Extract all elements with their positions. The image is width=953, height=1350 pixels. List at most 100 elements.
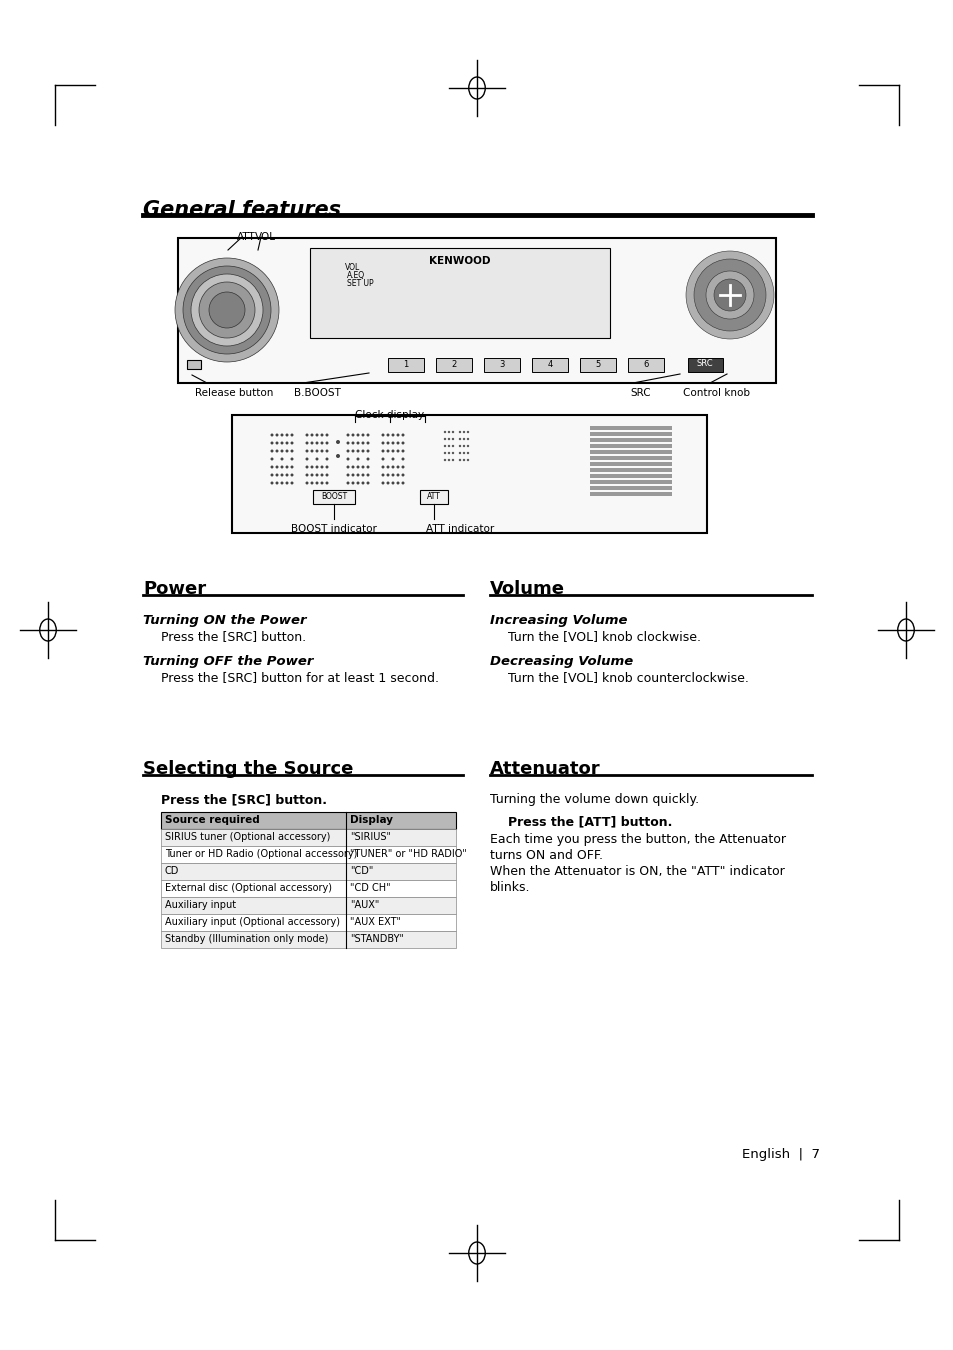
Circle shape [366, 450, 369, 452]
Circle shape [310, 441, 314, 444]
Circle shape [356, 458, 359, 460]
Circle shape [351, 441, 355, 444]
Circle shape [386, 450, 389, 452]
Circle shape [346, 474, 349, 477]
Circle shape [391, 458, 395, 460]
Circle shape [280, 441, 283, 444]
Circle shape [346, 450, 349, 452]
Circle shape [443, 459, 446, 462]
Circle shape [315, 466, 318, 468]
Circle shape [315, 433, 318, 436]
Circle shape [447, 431, 450, 433]
Circle shape [271, 441, 274, 444]
Bar [589, 491, 671, 495]
Circle shape [401, 458, 404, 460]
Text: Control knob: Control knob [682, 387, 749, 398]
Circle shape [391, 482, 395, 485]
Circle shape [466, 437, 469, 440]
Circle shape [381, 474, 384, 477]
Circle shape [325, 441, 328, 444]
Bar [388, 358, 423, 373]
Circle shape [386, 466, 389, 468]
Text: Auxiliary input (Optional accessory): Auxiliary input (Optional accessory) [165, 917, 339, 927]
Circle shape [280, 433, 283, 436]
Circle shape [386, 482, 389, 485]
Circle shape [325, 458, 328, 460]
Circle shape [291, 450, 294, 452]
Circle shape [346, 482, 349, 485]
Circle shape [366, 458, 369, 460]
Circle shape [381, 441, 384, 444]
Bar [589, 456, 671, 460]
Circle shape [280, 466, 283, 468]
Text: Turning ON the Power: Turning ON the Power [143, 614, 306, 626]
Circle shape [361, 441, 364, 444]
Circle shape [366, 466, 369, 468]
Bar [436, 358, 472, 373]
Bar [589, 432, 671, 436]
Circle shape [315, 474, 318, 477]
Circle shape [320, 474, 323, 477]
Text: Press the [SRC] button.: Press the [SRC] button. [161, 792, 327, 806]
Circle shape [305, 433, 308, 436]
Bar [161, 896, 456, 914]
Text: "AUX": "AUX" [350, 900, 379, 910]
Bar [178, 238, 775, 383]
Bar [579, 358, 616, 373]
Circle shape [356, 433, 359, 436]
Ellipse shape [191, 274, 263, 346]
Circle shape [447, 437, 450, 440]
Circle shape [361, 450, 364, 452]
Circle shape [452, 431, 454, 433]
Circle shape [447, 444, 450, 447]
Text: B.BOOST: B.BOOST [294, 387, 340, 398]
Circle shape [401, 474, 404, 477]
Circle shape [335, 454, 339, 458]
Circle shape [310, 474, 314, 477]
Ellipse shape [693, 259, 765, 331]
Circle shape [396, 450, 399, 452]
Bar [187, 360, 201, 369]
Circle shape [320, 441, 323, 444]
Bar [161, 931, 456, 948]
Circle shape [325, 450, 328, 452]
Text: Press the [SRC] button for at least 1 second.: Press the [SRC] button for at least 1 se… [161, 671, 438, 684]
Text: 3: 3 [498, 360, 504, 369]
Circle shape [305, 474, 308, 477]
Circle shape [381, 482, 384, 485]
Circle shape [271, 466, 274, 468]
Circle shape [275, 450, 278, 452]
Text: "CD": "CD" [350, 865, 373, 876]
Bar [589, 462, 671, 466]
Text: 4: 4 [547, 360, 552, 369]
Circle shape [391, 474, 395, 477]
Bar [161, 914, 456, 931]
Circle shape [280, 458, 283, 460]
Text: SIRIUS tuner (Optional accessory): SIRIUS tuner (Optional accessory) [165, 832, 330, 842]
Circle shape [310, 482, 314, 485]
Circle shape [391, 466, 395, 468]
Text: Auxiliary input: Auxiliary input [165, 900, 236, 910]
Circle shape [305, 458, 308, 460]
Text: ATT: ATT [427, 491, 440, 501]
Circle shape [351, 466, 355, 468]
Circle shape [401, 450, 404, 452]
Bar [532, 358, 567, 373]
Bar [687, 358, 722, 373]
Circle shape [291, 474, 294, 477]
Circle shape [275, 474, 278, 477]
Circle shape [320, 482, 323, 485]
Text: Power: Power [143, 580, 206, 598]
Circle shape [325, 433, 328, 436]
Text: "AUX EXT": "AUX EXT" [350, 917, 400, 927]
Circle shape [443, 444, 446, 447]
Circle shape [396, 433, 399, 436]
Circle shape [315, 450, 318, 452]
Bar [589, 468, 671, 472]
Circle shape [361, 433, 364, 436]
Text: Press the [SRC] button.: Press the [SRC] button. [161, 630, 306, 643]
Text: CD: CD [165, 865, 179, 876]
Circle shape [462, 452, 465, 454]
Circle shape [381, 450, 384, 452]
Circle shape [452, 452, 454, 454]
